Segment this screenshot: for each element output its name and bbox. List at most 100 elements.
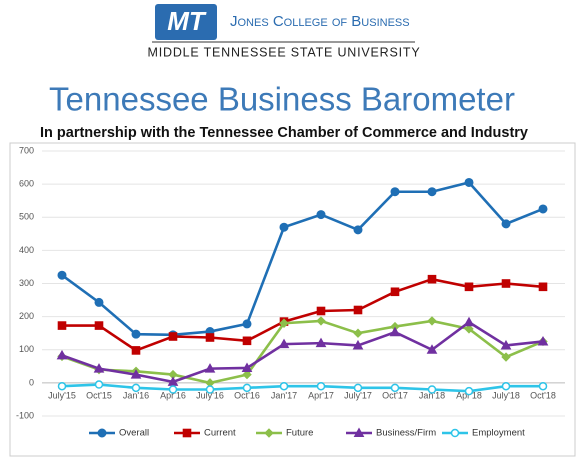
- x-tick-label: July'15: [48, 390, 76, 400]
- data-point: [501, 219, 511, 229]
- data-point: [94, 297, 104, 307]
- series-line: [61, 383, 543, 393]
- y-tick-label: 600: [19, 179, 34, 189]
- x-tick-label: Jan'18: [419, 390, 445, 400]
- y-tick-label: 0: [29, 377, 34, 387]
- x-tick-label: Oct'16: [234, 390, 260, 400]
- data-point: [501, 352, 511, 362]
- y-tick-label: 300: [19, 278, 34, 288]
- x-tick-label: Jan'17: [271, 390, 297, 400]
- data-point: [315, 337, 327, 348]
- data-point: [242, 383, 252, 393]
- data-point: [389, 326, 401, 337]
- legend-label: Current: [204, 428, 236, 439]
- data-point: [538, 381, 548, 391]
- data-point: [353, 305, 363, 315]
- legend-marker: [264, 428, 274, 438]
- data-point: [242, 369, 252, 380]
- logo-box: [155, 4, 217, 40]
- data-point: [94, 380, 104, 389]
- data-point: [500, 339, 512, 350]
- x-tick-label: Apr'17: [308, 390, 334, 400]
- data-point: [131, 383, 141, 393]
- y-tick-label: 400: [19, 245, 34, 255]
- data-point: [93, 363, 105, 373]
- data-point: [538, 204, 548, 214]
- data-point: [427, 385, 437, 394]
- data-point: [390, 287, 400, 297]
- data-point: [242, 336, 252, 346]
- data-point: [463, 316, 475, 327]
- data-point: [426, 344, 438, 354]
- data-point: [57, 381, 67, 391]
- data-point: [205, 385, 215, 394]
- data-point: [464, 177, 474, 187]
- data-point: [316, 316, 326, 326]
- data-point: [316, 381, 326, 391]
- y-tick-label: -100: [16, 410, 34, 420]
- y-tick-label: 100: [19, 344, 34, 354]
- legend-marker: [450, 428, 460, 438]
- data-point: [241, 362, 253, 372]
- data-point: [57, 270, 67, 280]
- data-point: [353, 383, 363, 393]
- legend-marker: [353, 427, 365, 437]
- data-point: [205, 333, 215, 342]
- x-tick-label: July'16: [196, 390, 224, 400]
- data-point: [427, 274, 437, 284]
- data-point: [278, 338, 290, 349]
- series-line: [61, 181, 544, 337]
- data-point: [538, 282, 548, 292]
- data-point: [390, 383, 400, 393]
- chart-frame: [9, 142, 576, 457]
- university: MIDDLE TENNESSEE STATE UNIVERSITY: [148, 45, 421, 59]
- data-point: [131, 346, 141, 355]
- data-point: [130, 369, 142, 379]
- y-tick-label: 500: [19, 212, 34, 222]
- x-tick-label: Oct'18: [530, 390, 556, 400]
- data-point: [56, 349, 68, 360]
- legend-marker: [182, 428, 192, 438]
- x-tick-label: July'17: [344, 390, 372, 400]
- data-point: [242, 319, 252, 329]
- data-point: [168, 385, 178, 394]
- data-point: [131, 329, 141, 339]
- y-tick-label: 200: [19, 311, 34, 321]
- data-point: [537, 335, 549, 346]
- x-tick-label: Apr'16: [160, 390, 186, 400]
- data-point: [390, 187, 400, 197]
- data-point: [94, 321, 104, 330]
- college: Jones College of Business: [230, 13, 410, 30]
- x-tick-label: Jan'16: [123, 390, 149, 400]
- data-point: [279, 381, 289, 391]
- data-point: [427, 316, 437, 326]
- data-point: [464, 386, 474, 396]
- x-tick-label: Oct'15: [86, 390, 112, 400]
- y-tick-label: 700: [19, 145, 34, 155]
- data-point: [316, 306, 326, 316]
- data-point: [353, 328, 363, 338]
- data-point: [316, 210, 326, 220]
- x-tick-label: July'18: [492, 390, 520, 400]
- data-point: [168, 332, 178, 341]
- series-line: [62, 277, 544, 352]
- chart-title: Tennessee Business Barometer: [49, 81, 515, 118]
- data-point: [501, 381, 511, 391]
- data-point: [352, 339, 364, 350]
- series-line: [61, 320, 544, 384]
- data-point: [279, 222, 289, 232]
- logo: MT: [167, 6, 207, 36]
- data-point: [279, 318, 289, 328]
- data-point: [464, 282, 474, 292]
- data-point: [427, 187, 437, 197]
- data-point: [501, 279, 511, 288]
- legend-label: Business/Firm: [376, 428, 436, 439]
- legend-label: Employment: [472, 428, 525, 439]
- legend-marker: [97, 428, 107, 438]
- x-tick-label: Oct'17: [382, 390, 408, 400]
- data-point: [204, 363, 216, 373]
- legend-label: Overall: [119, 428, 149, 439]
- data-point: [57, 321, 67, 330]
- data-point: [464, 324, 474, 334]
